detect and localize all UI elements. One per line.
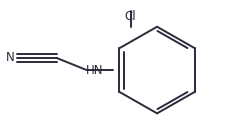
Text: HN: HN (85, 64, 103, 77)
Text: Cl: Cl (125, 10, 136, 23)
Text: N: N (6, 51, 14, 64)
